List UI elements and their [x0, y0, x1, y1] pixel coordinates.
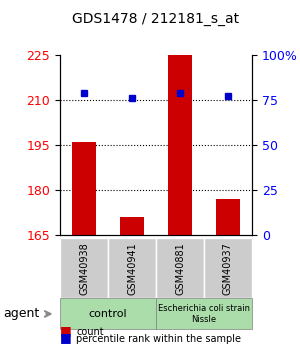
Text: control: control — [89, 309, 127, 319]
Text: ■: ■ — [60, 331, 72, 344]
Text: GSM40938: GSM40938 — [79, 242, 89, 295]
Text: GDS1478 / 212181_s_at: GDS1478 / 212181_s_at — [72, 12, 240, 26]
Text: GSM40941: GSM40941 — [127, 242, 137, 295]
Text: count: count — [76, 327, 104, 337]
Bar — [72, 142, 96, 235]
Bar — [120, 217, 144, 235]
Bar — [168, 52, 192, 235]
Text: GSM40881: GSM40881 — [175, 242, 185, 295]
Bar — [216, 199, 240, 235]
Text: percentile rank within the sample: percentile rank within the sample — [76, 334, 242, 344]
Text: GSM40937: GSM40937 — [223, 242, 233, 295]
Text: ■: ■ — [60, 324, 72, 337]
Text: agent: agent — [3, 307, 39, 321]
Text: Escherichia coli strain
Nissle: Escherichia coli strain Nissle — [158, 304, 250, 324]
